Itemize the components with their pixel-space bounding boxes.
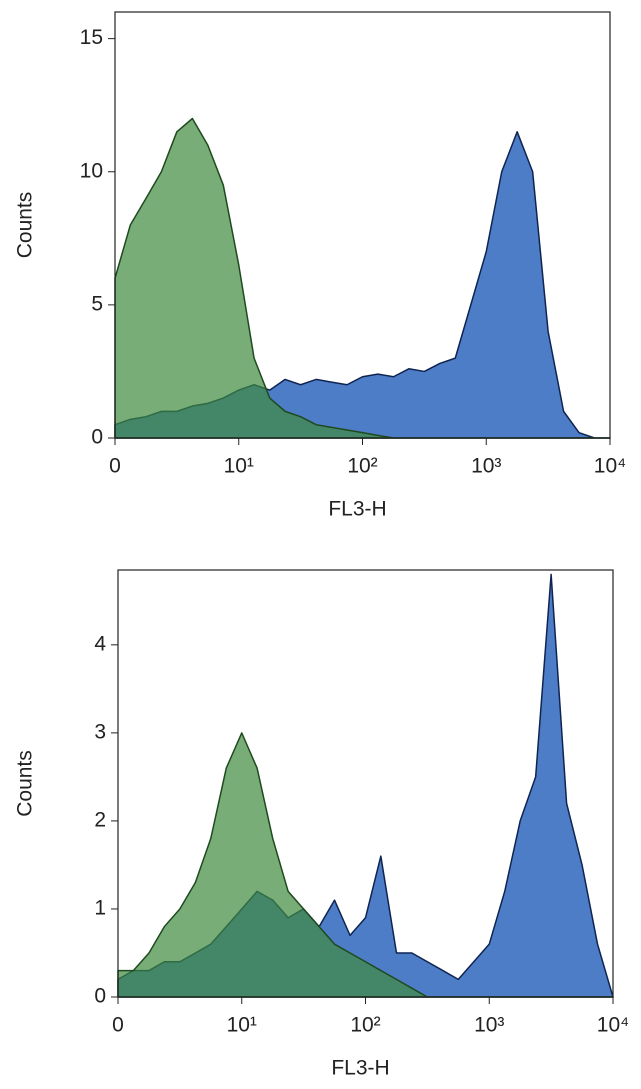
- y-tick-label: 0: [94, 985, 106, 1008]
- x-axis-label: FL3-H: [331, 1057, 389, 1080]
- x-tick-label: 10³: [471, 455, 501, 478]
- x-tick-label: 10²: [350, 1014, 380, 1037]
- y-axis-label: Counts: [14, 192, 37, 259]
- y-tick-label: 15: [80, 26, 103, 49]
- y-tick-label: 4: [94, 632, 106, 655]
- x-tick-label: 10⁴: [594, 455, 626, 478]
- y-tick-label: 10: [80, 159, 103, 182]
- x-tick-label: 10¹: [224, 455, 254, 478]
- x-tick-label: 0: [112, 1014, 124, 1037]
- x-tick-label: 0: [109, 455, 121, 478]
- y-axis-label: Counts: [14, 750, 37, 817]
- y-tick-label: 1: [94, 897, 106, 920]
- x-tick-label: 10³: [474, 1014, 504, 1037]
- x-tick-label: 10²: [347, 455, 377, 478]
- x-tick-label: 10¹: [227, 1014, 257, 1037]
- x-tick-label: 10⁴: [597, 1014, 629, 1037]
- x-axis-label: FL3-H: [328, 498, 386, 521]
- y-tick-label: 5: [91, 292, 103, 315]
- y-tick-label: 2: [94, 808, 106, 831]
- y-tick-label: 3: [94, 720, 106, 743]
- y-tick-label: 0: [91, 426, 103, 449]
